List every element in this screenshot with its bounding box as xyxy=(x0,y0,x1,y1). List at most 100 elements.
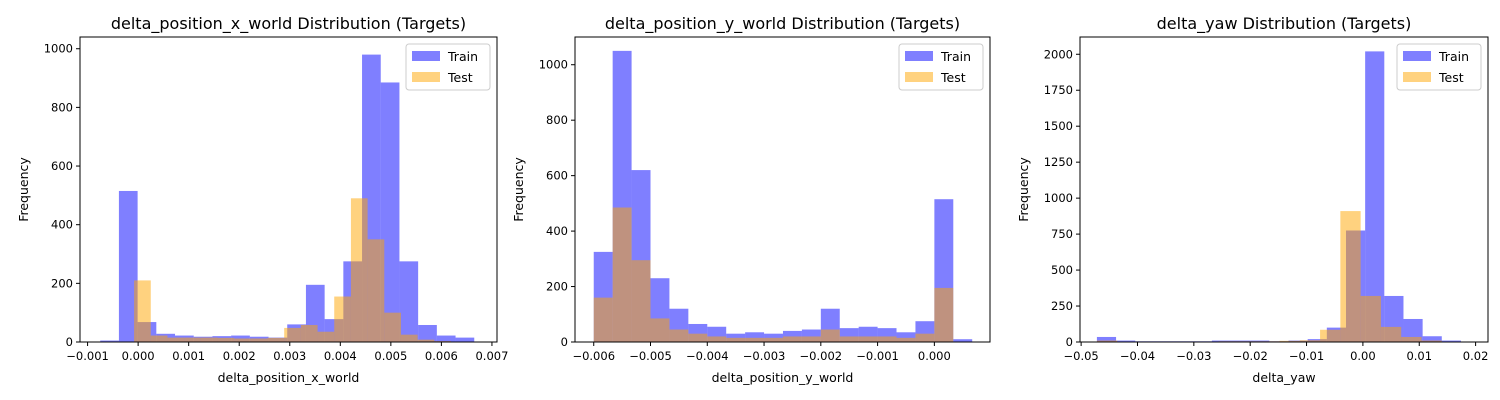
legend-label-test: Test xyxy=(940,70,966,85)
histogram-bar xyxy=(417,339,435,342)
histogram-bar xyxy=(400,334,418,342)
x-tick-label: −0.003 xyxy=(743,349,786,363)
histogram-bar xyxy=(745,332,765,342)
x-axis-label: delta_yaw xyxy=(1252,370,1315,385)
x-tick-label: 0.001 xyxy=(172,349,205,363)
chart-title: delta_position_y_world Distribution (Tar… xyxy=(605,14,960,34)
y-tick-label: 200 xyxy=(51,276,73,290)
histogram-bar xyxy=(764,337,783,342)
y-tick-label: 1000 xyxy=(44,42,73,56)
y-axis-label: Frequency xyxy=(511,157,526,222)
histogram-bar xyxy=(1320,329,1341,342)
histogram-bar xyxy=(1116,340,1136,342)
y-tick-label: 750 xyxy=(1051,227,1073,241)
x-tick-label: 0.00 xyxy=(1350,349,1376,363)
histogram-bar xyxy=(150,335,168,342)
histogram-bar xyxy=(200,337,218,342)
histogram-bar xyxy=(707,336,727,342)
histogram-bar xyxy=(896,332,916,342)
histogram-bar xyxy=(118,190,138,342)
histogram-bar xyxy=(1365,51,1385,343)
y-tick-label: 500 xyxy=(1051,263,1073,277)
histogram-bar xyxy=(334,296,351,342)
legend-swatch-train xyxy=(1403,51,1431,61)
legend: Train Test xyxy=(898,43,984,91)
y-tick-label: 1250 xyxy=(1044,155,1073,169)
y-tick-label: 400 xyxy=(51,218,73,232)
series-test xyxy=(134,198,452,342)
x-tick-label: −0.05 xyxy=(1064,349,1099,363)
x-tick-label: −0.01 xyxy=(1289,349,1324,363)
x-axis-label: delta_position_x_world xyxy=(218,370,360,385)
legend-swatch-train xyxy=(905,51,933,61)
x-tick-label: −0.001 xyxy=(66,349,109,363)
histogram-bar xyxy=(1096,336,1117,342)
histogram-bar xyxy=(100,340,119,342)
histogram-bar xyxy=(1360,295,1381,342)
legend-swatch-test xyxy=(905,72,933,82)
histogram-bar xyxy=(284,327,301,342)
plot-frame xyxy=(574,36,991,343)
histogram-bar xyxy=(317,331,335,342)
histogram-bar xyxy=(801,336,821,342)
series-train xyxy=(1096,51,1461,343)
y-tick-label: 0 xyxy=(66,335,73,349)
chart-title: delta_position_x_world Distribution (Tar… xyxy=(111,14,466,34)
x-tick-label: −0.04 xyxy=(1120,349,1155,363)
y-axis-label: Frequency xyxy=(16,157,31,222)
histogram-bar xyxy=(593,297,613,342)
histogram-bar xyxy=(896,337,916,342)
histogram-bar xyxy=(726,337,746,342)
x-tick-label: 0.006 xyxy=(425,349,458,363)
histogram-bar xyxy=(1340,211,1361,342)
histogram-bar xyxy=(1250,340,1270,342)
legend-swatch-test xyxy=(412,72,440,82)
histogram-bar xyxy=(300,324,318,342)
histogram-bar xyxy=(782,330,802,342)
x-tick-label: 0.000 xyxy=(918,349,951,363)
x-tick-label: 0.01 xyxy=(1406,349,1432,363)
legend-swatch-test xyxy=(1403,72,1431,82)
y-tick-label: 0 xyxy=(1066,335,1073,349)
x-tick-label: 0.007 xyxy=(475,349,508,363)
histogram-bar xyxy=(915,333,935,342)
histogram-bar xyxy=(650,318,670,342)
x-tick-label: 0.004 xyxy=(324,349,357,363)
y-tick-label: 600 xyxy=(51,159,73,173)
histogram-bar xyxy=(877,336,897,342)
histogram-bar xyxy=(1403,318,1423,342)
histogram-bar xyxy=(418,324,437,342)
histogram-bar xyxy=(384,312,401,342)
x-axis-label: delta_position_y_world xyxy=(712,370,854,385)
y-tick-label: 1750 xyxy=(1044,83,1073,97)
histogram-bar xyxy=(1279,340,1300,342)
histogram-bar xyxy=(612,207,632,342)
histogram-bar xyxy=(267,337,285,342)
y-tick-label: 2000 xyxy=(1044,47,1073,61)
histogram-bar xyxy=(455,337,475,342)
histogram-bar xyxy=(367,239,385,342)
histogram-bar xyxy=(250,338,268,342)
x-tick-label: −0.005 xyxy=(629,349,672,363)
y-tick-label: 400 xyxy=(546,224,568,238)
x-tick-label: −0.004 xyxy=(686,349,729,363)
histogram-bar xyxy=(688,333,708,342)
legend-label-train: Train xyxy=(1438,49,1469,64)
series-test xyxy=(593,207,954,342)
legend-swatch-train xyxy=(412,51,440,61)
y-tick-label: 1000 xyxy=(1044,191,1073,205)
y-axis-label: Frequency xyxy=(1016,157,1031,222)
y-tick-label: 600 xyxy=(546,169,568,183)
legend: Train Test xyxy=(1396,43,1482,91)
histogram-bar xyxy=(745,337,765,342)
legend: Train Test xyxy=(405,43,491,91)
histogram-bar xyxy=(953,339,973,342)
histogram-bar xyxy=(1380,326,1402,342)
legend-label-train: Train xyxy=(940,49,971,64)
x-tick-label: 0.000 xyxy=(122,349,155,363)
x-tick-label: 0.02 xyxy=(1463,349,1489,363)
chart-2: −0.006 −0.005 −0.004 −0.003 −0.002 −0.001 0.00… xyxy=(511,14,991,385)
plot-frame xyxy=(79,36,498,343)
legend-label-test: Test xyxy=(1438,70,1464,85)
